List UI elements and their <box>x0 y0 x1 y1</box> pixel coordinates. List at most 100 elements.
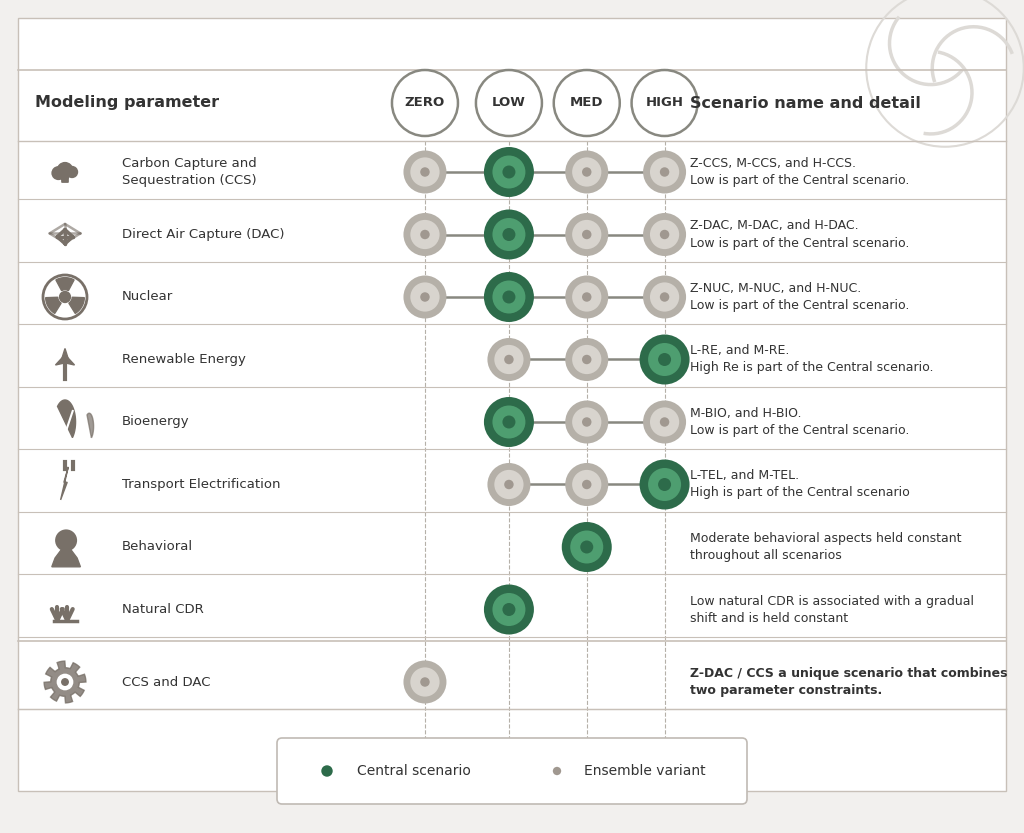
Circle shape <box>572 345 601 374</box>
Polygon shape <box>56 277 74 291</box>
Circle shape <box>554 70 620 136</box>
Circle shape <box>56 162 74 178</box>
Text: LOW: LOW <box>492 97 526 109</box>
Circle shape <box>312 756 342 786</box>
Circle shape <box>572 157 601 187</box>
Polygon shape <box>46 297 61 313</box>
Circle shape <box>420 167 430 177</box>
Circle shape <box>503 603 515 616</box>
Circle shape <box>56 674 74 691</box>
Text: Central scenario: Central scenario <box>357 764 471 778</box>
FancyBboxPatch shape <box>18 18 1006 791</box>
Text: ZERO: ZERO <box>404 97 445 109</box>
Circle shape <box>420 230 430 239</box>
Circle shape <box>650 157 679 187</box>
Circle shape <box>403 213 446 256</box>
Text: L-TEL, and M-TEL.
High is part of the Central scenario: L-TEL, and M-TEL. High is part of the Ce… <box>690 470 909 500</box>
Circle shape <box>484 272 534 322</box>
Circle shape <box>55 235 59 238</box>
Circle shape <box>582 417 592 426</box>
Text: Ensemble variant: Ensemble variant <box>584 764 706 778</box>
Circle shape <box>504 480 514 489</box>
Circle shape <box>411 157 439 187</box>
Circle shape <box>63 228 67 232</box>
Circle shape <box>411 220 439 249</box>
Circle shape <box>66 166 78 178</box>
Circle shape <box>59 171 69 181</box>
Text: Z-CCS, M-CCS, and H-CCS.
Low is part of the Central scenario.: Z-CCS, M-CCS, and H-CCS. Low is part of … <box>690 157 909 187</box>
Circle shape <box>659 292 670 302</box>
Polygon shape <box>57 400 76 437</box>
Circle shape <box>411 282 439 312</box>
Circle shape <box>484 147 534 197</box>
Circle shape <box>565 463 608 506</box>
Circle shape <box>493 218 525 251</box>
Circle shape <box>420 292 430 302</box>
Circle shape <box>55 530 77 551</box>
Circle shape <box>61 678 69 686</box>
Circle shape <box>62 357 68 362</box>
Polygon shape <box>44 661 86 703</box>
Text: Direct Air Capture (DAC): Direct Air Capture (DAC) <box>122 228 285 241</box>
Circle shape <box>565 151 608 193</box>
Polygon shape <box>87 413 93 438</box>
Circle shape <box>493 156 525 188</box>
Text: Moderate behavioral aspects held constant
throughout all scenarios: Moderate behavioral aspects held constan… <box>690 532 962 562</box>
Circle shape <box>643 151 686 193</box>
Circle shape <box>572 220 601 249</box>
Circle shape <box>487 338 530 381</box>
Circle shape <box>582 167 592 177</box>
Circle shape <box>582 355 592 364</box>
Text: Nuclear: Nuclear <box>122 291 173 303</box>
Circle shape <box>658 353 671 366</box>
Circle shape <box>493 593 525 626</box>
Text: Natural CDR: Natural CDR <box>122 603 204 616</box>
Text: Low natural CDR is associated with a gradual
shift and is held constant: Low natural CDR is associated with a gra… <box>690 595 974 625</box>
Circle shape <box>51 166 66 180</box>
Circle shape <box>570 531 603 563</box>
Circle shape <box>503 166 515 178</box>
Circle shape <box>565 401 608 443</box>
Circle shape <box>504 355 514 364</box>
Text: Z-DAC / CCS a unique scenario that combines
two parameter constraints.: Z-DAC / CCS a unique scenario that combi… <box>690 667 1008 697</box>
Circle shape <box>643 213 686 256</box>
Circle shape <box>648 468 681 501</box>
Text: Scenario name and detail: Scenario name and detail <box>690 96 921 111</box>
Circle shape <box>411 667 439 696</box>
Circle shape <box>484 585 534 635</box>
Circle shape <box>582 292 592 302</box>
Circle shape <box>650 220 679 249</box>
Polygon shape <box>65 357 75 365</box>
Circle shape <box>58 291 71 303</box>
Polygon shape <box>55 357 66 365</box>
Circle shape <box>495 470 523 499</box>
Circle shape <box>582 480 592 489</box>
Text: Behavioral: Behavioral <box>122 541 194 553</box>
Circle shape <box>392 70 458 136</box>
FancyBboxPatch shape <box>278 738 746 804</box>
Text: M-BIO, and H-BIO.
Low is part of the Central scenario.: M-BIO, and H-BIO. Low is part of the Cen… <box>690 407 909 437</box>
Circle shape <box>403 661 446 704</box>
Circle shape <box>640 460 689 510</box>
Text: Renewable Energy: Renewable Energy <box>122 353 246 366</box>
Circle shape <box>493 406 525 438</box>
Circle shape <box>565 276 608 318</box>
Circle shape <box>63 242 67 246</box>
Polygon shape <box>52 549 81 566</box>
Circle shape <box>71 235 75 238</box>
Circle shape <box>487 463 530 506</box>
Circle shape <box>650 282 679 312</box>
FancyBboxPatch shape <box>61 176 69 183</box>
Circle shape <box>659 230 670 239</box>
Circle shape <box>553 767 561 776</box>
Circle shape <box>572 282 601 312</box>
Circle shape <box>503 291 515 303</box>
Circle shape <box>420 677 430 686</box>
Circle shape <box>648 343 681 376</box>
Circle shape <box>322 766 333 776</box>
Circle shape <box>640 335 689 385</box>
Circle shape <box>503 416 515 428</box>
Circle shape <box>503 228 515 241</box>
Circle shape <box>565 338 608 381</box>
Circle shape <box>562 522 611 572</box>
